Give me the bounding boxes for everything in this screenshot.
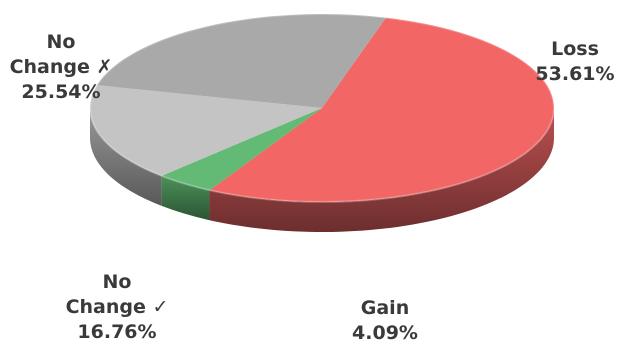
label-no-change-x-line1: No [46,31,76,53]
label-no-change-x-value: 25.54% [21,81,101,103]
label-gain-value: 4.09% [352,322,418,344]
label-no-change-check-line2: Change ✓ [65,296,169,318]
pie-slice-gain [161,108,322,191]
label-no-change-check-value: 16.76% [77,321,157,343]
label-no-change-x-line2: Change ✗ [9,56,113,78]
pie-side-loss [209,108,554,232]
label-gain-name: Gain [360,297,410,319]
label-no-change-x: No Change ✗ 25.54% [2,30,120,105]
label-loss-name: Loss [551,38,599,60]
label-loss-value: 53.61% [535,63,615,85]
label-gain: Gain 4.09% [345,296,425,346]
label-no-change-check-line1: No [102,271,132,293]
pie-slice-no-change- [96,14,386,109]
pie-side-no-change- [90,108,162,206]
pie-slice-loss [209,17,555,203]
label-no-change-check: No Change ✓ 16.76% [62,270,172,345]
label-loss: Loss 53.61% [530,37,620,87]
pie-slice-no-change- [90,85,322,176]
pie-side-gain [161,175,210,221]
pie-rim [89,13,555,203]
